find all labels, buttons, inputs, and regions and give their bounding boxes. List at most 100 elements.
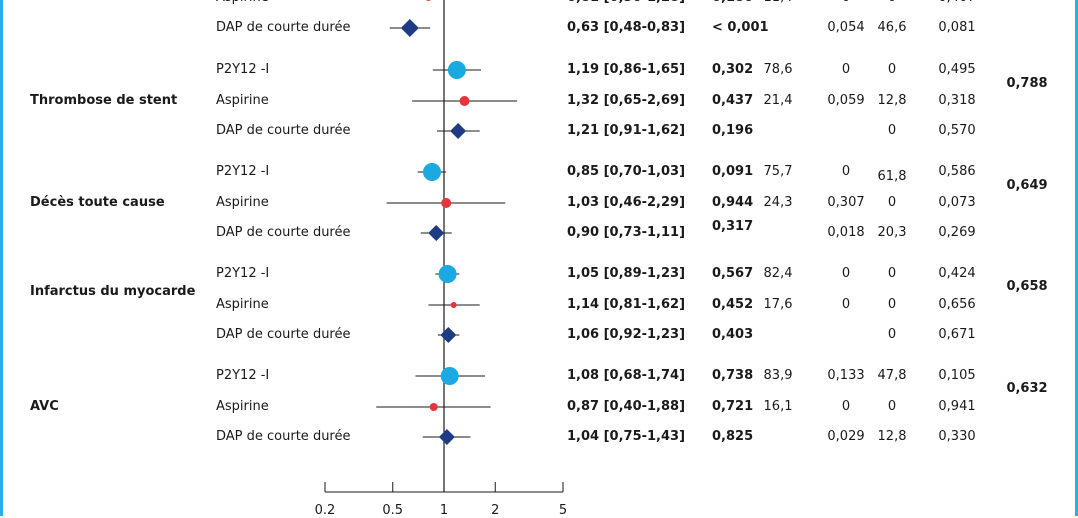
row-label: DAP de courte durée xyxy=(216,123,351,138)
ci-value: 1,04 [0,75-1,43] xyxy=(567,429,686,444)
stat-value: 0 xyxy=(841,266,851,281)
p-value: 0,317 xyxy=(712,219,754,234)
p-value: 0,825 xyxy=(712,429,754,444)
weight-value: 24,3 xyxy=(763,195,793,210)
weight-value: 16,1 xyxy=(763,399,793,414)
stat-value: 0 xyxy=(888,0,896,4)
row-label: DAP de courte durée xyxy=(216,225,351,240)
stat-value: 0 xyxy=(887,62,897,77)
p-value: 0,738 xyxy=(712,368,754,383)
p-value: 0,721 xyxy=(712,399,754,414)
ci-value: 1,06 [0,92-1,23] xyxy=(567,327,686,342)
ci-value: 1,19 [0,86-1,65] xyxy=(567,62,686,77)
stat-value: 46,6 xyxy=(877,20,907,35)
global-p-value: 0,632 xyxy=(1006,381,1048,396)
category-label: Infarctus du myocarde xyxy=(30,284,196,299)
ci-value: 0,87 [0,40-1,88] xyxy=(567,399,686,414)
stat-value: 0 xyxy=(841,297,851,312)
stat-value: 0,054 xyxy=(827,20,865,35)
row-label: Aspirine xyxy=(216,93,269,108)
row-label: P2Y12 -I xyxy=(216,266,270,281)
stat-value: 0 xyxy=(887,297,897,312)
point-estimate-circle xyxy=(447,61,466,79)
ci-value: 1,21 [0,91-1,62] xyxy=(567,123,686,138)
p-value: 0,302 xyxy=(712,62,754,77)
x-tick-label: 5 xyxy=(558,503,568,518)
stat-value: 0,407 xyxy=(938,0,975,4)
weight-value: 21,4 xyxy=(763,93,793,108)
stat-value: 0,671 xyxy=(938,327,976,342)
stat-value: 0 xyxy=(887,399,897,414)
weight-value: 17,6 xyxy=(763,297,793,312)
weight-value: 83,9 xyxy=(763,368,793,383)
frame-right-border xyxy=(1075,0,1078,516)
stat-value: 0,424 xyxy=(938,266,976,281)
global-p-value: 0,788 xyxy=(1006,76,1048,91)
stat-value: 0 xyxy=(842,0,850,4)
point-estimate-circle xyxy=(426,0,431,1)
stat-value: 0 xyxy=(887,327,897,342)
stat-value: 0 xyxy=(887,123,897,138)
weight-value: 11,4 xyxy=(764,0,793,4)
category-label: Thrombose de stent xyxy=(30,93,178,108)
stat-value: 0,081 xyxy=(938,20,976,35)
stat-value: 61,8 xyxy=(877,169,907,184)
point-estimate-circle xyxy=(440,367,459,385)
row-label: DAP de courte durée xyxy=(216,327,351,342)
ci-value: 1,03 [0,46-2,29] xyxy=(567,195,686,210)
p-value: 0,196 xyxy=(712,123,754,138)
stat-value: 0 xyxy=(887,195,897,210)
row-label: DAP de courte durée xyxy=(216,20,351,35)
stat-value: 0 xyxy=(887,266,897,281)
global-p-value: 0,658 xyxy=(1006,279,1048,294)
stat-value: 0,318 xyxy=(938,93,976,108)
weight-value: 82,4 xyxy=(763,266,793,281)
stat-value: 0,656 xyxy=(938,297,976,312)
stat-value: 0,586 xyxy=(938,164,976,179)
weight-value: 75,7 xyxy=(763,164,793,179)
row-label: P2Y12 -I xyxy=(216,368,270,383)
ci-value: 1,32 [0,65-2,69] xyxy=(567,93,686,108)
x-tick-label: 2 xyxy=(491,503,500,518)
point-estimate-circle xyxy=(422,163,441,181)
category-label: AVC xyxy=(30,399,59,414)
p-value: 0,437 xyxy=(712,93,754,108)
stat-value: 0,073 xyxy=(938,195,976,210)
stat-value: 47,8 xyxy=(877,368,907,383)
row-label: Aspirine xyxy=(216,399,269,414)
ci-value: 0,63 [0,48-0,83] xyxy=(567,20,686,35)
stat-value: 0,570 xyxy=(938,123,976,138)
weight-value: 78,6 xyxy=(763,62,793,77)
row-label: P2Y12 -I xyxy=(216,164,270,179)
point-estimate-diamond xyxy=(428,225,445,241)
stat-value: 0,059 xyxy=(827,93,865,108)
ci-value: 1,05 [0,89-1,23] xyxy=(567,266,686,281)
ci-value: 0,81 [0,50-1,28] xyxy=(567,0,685,4)
stat-value: 0 xyxy=(841,62,851,77)
point-estimate-circle xyxy=(450,302,457,308)
x-tick-label: 0.2 xyxy=(314,503,336,518)
point-estimate-circle xyxy=(459,96,470,106)
stat-value: 0 xyxy=(841,399,851,414)
stat-value: 0 xyxy=(841,164,851,179)
p-value: 0,452 xyxy=(712,297,754,312)
p-value: 0,567 xyxy=(712,266,754,281)
point-estimate-diamond xyxy=(450,123,467,139)
frame-left-border xyxy=(0,0,3,516)
ci-value: 1,08 [0,68-1,74] xyxy=(567,368,686,383)
stat-value: 0,307 xyxy=(827,195,865,210)
ci-value: 1,14 [0,81-1,62] xyxy=(567,297,686,312)
row-label: P2Y12 -I xyxy=(216,62,270,77)
row-label: Aspirine xyxy=(216,195,269,210)
stat-value: 0,330 xyxy=(938,429,976,444)
stat-value: 0,133 xyxy=(827,368,865,383)
x-tick-label: 1 xyxy=(439,503,449,518)
x-tick-label: 0.5 xyxy=(382,503,404,518)
category-label: Décès toute cause xyxy=(30,195,165,210)
p-value: 0,180 xyxy=(712,0,753,4)
row-label: Aspirine xyxy=(216,0,269,4)
point-estimate-diamond xyxy=(438,429,455,445)
row-label: DAP de courte durée xyxy=(216,429,351,444)
stat-value: 0,941 xyxy=(938,399,976,414)
